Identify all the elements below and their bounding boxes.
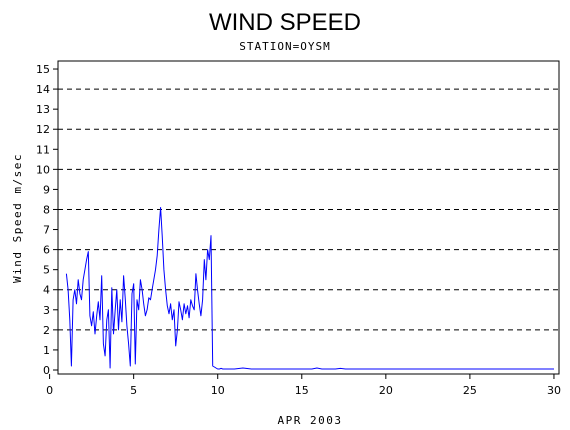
y-tick-label: 0 <box>43 364 50 377</box>
y-tick-label: 1 <box>43 344 50 357</box>
y-tick-label: 8 <box>43 203 50 216</box>
y-tick-label: 11 <box>36 143 50 156</box>
x-tick-label: 0 <box>46 384 53 397</box>
x-axis-label: APR 2003 <box>278 414 343 427</box>
grid-layer <box>58 88 559 331</box>
y-tick-label: 3 <box>43 304 50 317</box>
y-tick-label: 7 <box>43 224 50 237</box>
wind-speed-series-line <box>65 207 554 370</box>
y-axis-label: Wind Speed m/sec <box>11 153 24 283</box>
x-tick-label: 10 <box>211 384 225 397</box>
y-tick-label: 5 <box>43 264 50 277</box>
plot-frame <box>57 60 560 375</box>
y-tick-label: 2 <box>43 324 50 337</box>
y-tick-label: 10 <box>36 163 50 176</box>
x-tick-label: 30 <box>547 384 561 397</box>
y-tick-label: 14 <box>36 83 50 96</box>
x-tick-label: 15 <box>295 384 309 397</box>
x-tick-label: 5 <box>130 384 137 397</box>
chart-title: WIND SPEED <box>209 9 361 36</box>
y-tick-label: 15 <box>36 63 50 76</box>
series-layer <box>65 207 554 370</box>
y-tick-label: 4 <box>43 284 50 297</box>
y-tick-label: 9 <box>43 183 50 196</box>
x-tick-label: 20 <box>379 384 393 397</box>
x-axis-ticks: 0 5 10 15 20 25 30 <box>46 374 561 397</box>
y-tick-label: 12 <box>36 123 50 136</box>
y-tick-label: 6 <box>43 244 50 257</box>
x-tick-label: 25 <box>463 384 477 397</box>
y-tick-label: 13 <box>36 103 50 116</box>
chart-subtitle: STATION=OYSM <box>239 40 330 53</box>
